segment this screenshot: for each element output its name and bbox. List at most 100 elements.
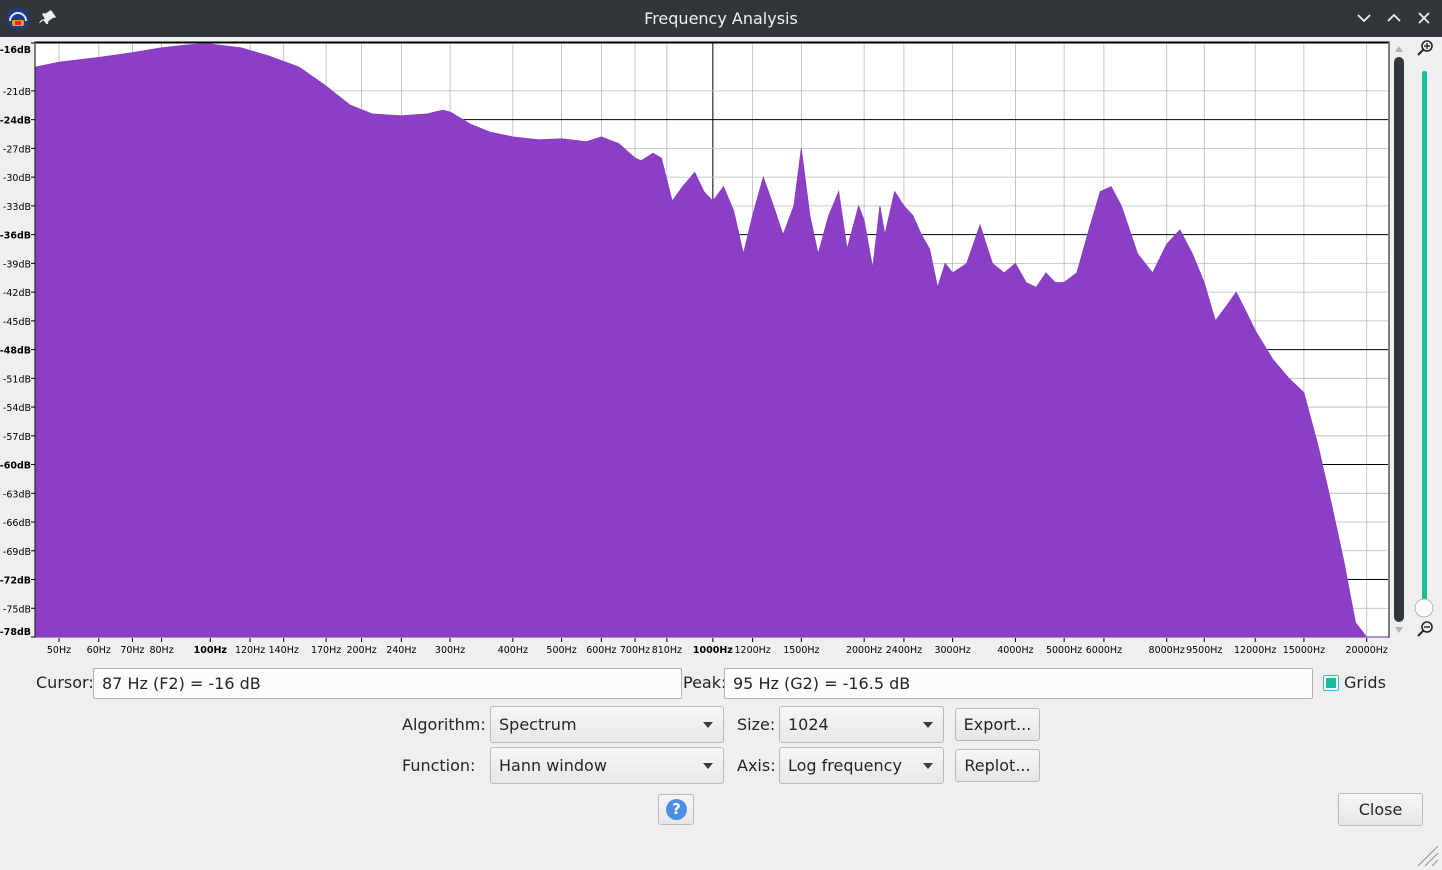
chevron-down-icon (703, 722, 713, 728)
frequency-tick-label: 120Hz (235, 645, 265, 656)
db-tick-label: -45dB (3, 317, 31, 328)
audacity-app-icon (7, 8, 29, 30)
close-button[interactable]: Close (1338, 793, 1423, 826)
db-tick-label: -72dB (0, 576, 31, 587)
peak-field[interactable]: 95 Hz (G2) = -16.5 dB (724, 668, 1313, 699)
axis-value: Log frequency (788, 756, 902, 775)
db-tick-label: -21dB (3, 87, 31, 98)
grids-checkbox[interactable] (1323, 675, 1339, 691)
scrollbar-thumb[interactable] (1394, 57, 1404, 622)
db-axis-labels: -16dB -21dB -24dB -27dB -30dB -33dB -36dB -39dB… (0, 42, 35, 638)
algorithm-value: Spectrum (499, 715, 577, 734)
frequency-tick-label: 100Hz (194, 645, 228, 656)
replot-button[interactable]: Replot... (955, 749, 1040, 782)
frequency-tick-label: 15000Hz (1283, 645, 1325, 656)
scroll-up-arrow-icon[interactable] (1395, 46, 1403, 52)
frequency-tick-label: 140Hz (269, 645, 299, 656)
frequency-tick-label: 700Hz (620, 645, 650, 656)
frequency-tick-label: 200Hz (346, 645, 376, 656)
title-bar: Frequency Analysis (0, 0, 1442, 37)
checkbox-check-icon (1326, 678, 1336, 688)
help-icon: ? (666, 799, 687, 820)
frequency-tick-label: 2000Hz (846, 645, 882, 656)
size-value: 1024 (788, 715, 829, 734)
frequency-tick-label: 1000Hz (693, 645, 733, 656)
window-title: Frequency Analysis (644, 9, 798, 28)
axis-label: Axis: (737, 756, 776, 775)
spectrum-area (35, 43, 1388, 638)
frequency-tick-label: 5000Hz (1046, 645, 1082, 656)
close-window-icon[interactable] (1414, 8, 1434, 28)
frequency-tick-label: 1500Hz (783, 645, 819, 656)
spectrum-plot-area: -16dB -21dB -24dB -27dB -30dB -33dB -36dB -39dB… (0, 37, 1442, 662)
vertical-scrollbar[interactable] (1394, 46, 1404, 633)
db-tick-label: -24dB (0, 116, 31, 127)
frequency-tick-label: 80Hz (149, 645, 173, 656)
db-tick-label: -78dB (0, 627, 31, 638)
cursor-field[interactable]: 87 Hz (F2) = -16 dB (93, 668, 682, 699)
resize-grip-icon[interactable] (1414, 842, 1440, 868)
grids-label: Grids (1344, 673, 1386, 692)
frequency-tick-label: 70Hz (120, 645, 144, 656)
chevron-down-icon (923, 722, 933, 728)
db-tick-label: -60dB (0, 461, 31, 472)
size-label: Size: (737, 715, 776, 734)
minimize-icon[interactable] (1354, 8, 1374, 28)
algorithm-label: Algorithm: (402, 715, 486, 734)
db-tick-label: -54dB (3, 403, 31, 414)
db-tick-label: -42dB (3, 288, 31, 299)
frequency-tick-label: 400Hz (498, 645, 528, 656)
db-tick-label: -39dB (3, 259, 31, 270)
frequency-axis-labels: 50Hz 60Hz 70Hz 80Hz 100Hz 120Hz 140Hz 170Hz 200H… (47, 638, 1388, 656)
db-tick-label: -63dB (3, 489, 31, 500)
frequency-tick-label: 600Hz (586, 645, 616, 656)
algorithm-select[interactable]: Spectrum (490, 706, 724, 743)
function-value: Hann window (499, 756, 607, 775)
peak-label: Peak: (683, 673, 727, 692)
frequency-tick-label: 3000Hz (934, 645, 970, 656)
cursor-label: Cursor: (36, 673, 94, 692)
frequency-tick-label: 20000Hz (1346, 645, 1388, 656)
db-tick-label: -16dB (0, 45, 31, 56)
zoom-out-icon[interactable] (1417, 621, 1433, 637)
db-tick-label: -75dB (3, 604, 31, 615)
chevron-down-icon (703, 763, 713, 769)
frequency-tick-label: 4000Hz (997, 645, 1033, 656)
function-label: Function: (402, 756, 476, 775)
frequency-tick-label: 300Hz (435, 645, 465, 656)
size-select[interactable]: 1024 (779, 706, 944, 743)
frequency-tick-label: 6000Hz (1086, 645, 1122, 656)
export-button[interactable]: Export... (955, 708, 1040, 741)
axis-select[interactable]: Log frequency (779, 747, 944, 784)
frequency-tick-label: 810Hz (652, 645, 682, 656)
frequency-tick-label: 12000Hz (1234, 645, 1276, 656)
db-tick-label: -69dB (3, 547, 31, 558)
db-tick-label: -66dB (3, 518, 31, 529)
frequency-tick-label: 240Hz (386, 645, 416, 656)
frequency-tick-label: 60Hz (87, 645, 111, 656)
zoom-in-icon[interactable] (1417, 40, 1433, 56)
chevron-down-icon (923, 763, 933, 769)
zoom-slider-track[interactable] (1422, 71, 1427, 605)
function-select[interactable]: Hann window (490, 747, 724, 784)
db-tick-label: -27dB (3, 144, 31, 155)
db-tick-label: -30dB (3, 173, 31, 184)
zoom-slider-handle[interactable] (1414, 598, 1434, 618)
spectrum-plot[interactable]: -16dB -21dB -24dB -27dB -30dB -33dB -36dB -39dB… (0, 37, 1442, 662)
frequency-tick-label: 50Hz (47, 645, 71, 656)
db-tick-label: -33dB (3, 202, 31, 213)
maximize-icon[interactable] (1384, 8, 1404, 28)
db-tick-label: -48dB (0, 346, 31, 357)
frequency-tick-label: 2400Hz (886, 645, 922, 656)
pin-icon[interactable] (38, 8, 58, 28)
db-tick-label: -51dB (3, 374, 31, 385)
frequency-tick-label: 500Hz (546, 645, 576, 656)
frequency-tick-label: 9500Hz (1186, 645, 1222, 656)
help-button[interactable]: ? (658, 794, 694, 825)
frequency-tick-label: 1200Hz (734, 645, 770, 656)
scroll-down-arrow-icon[interactable] (1395, 627, 1403, 633)
db-tick-label: -57dB (3, 432, 31, 443)
db-tick-label: -36dB (0, 231, 31, 242)
frequency-tick-label: 170Hz (311, 645, 341, 656)
frequency-tick-label: 8000Hz (1149, 645, 1185, 656)
